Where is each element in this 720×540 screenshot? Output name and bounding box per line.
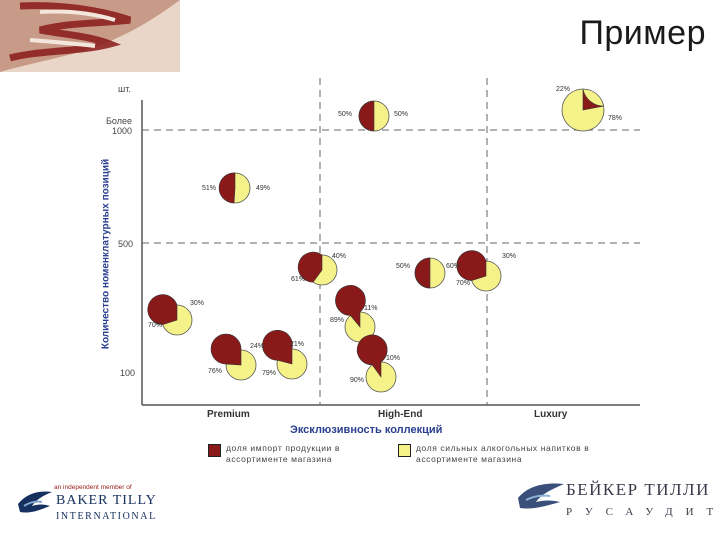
y-unit-label: шт.: [118, 84, 131, 94]
pie-label-19: 79%: [262, 370, 276, 377]
pie-3-slice: [297, 251, 323, 283]
legend-swatch-import: [208, 444, 221, 457]
pie-label-5: 49%: [256, 185, 270, 192]
x-category-luxury: Luxury: [534, 409, 568, 420]
pie-4-slice: [414, 257, 431, 289]
pie-label-3: 78%: [608, 115, 622, 122]
pie-0-slice: [358, 100, 375, 132]
logo-line2: INTERNATIONAL: [56, 511, 157, 522]
pie-9-slice: [262, 329, 293, 365]
bird-logo-icon-right: [518, 483, 564, 509]
corner-decoration: [0, 0, 180, 72]
pie-label-17: 76%: [208, 368, 222, 375]
legend-strong-alcohol: доля сильных алкогольных напитков в ассо…: [416, 443, 590, 464]
y-tick-more-line2: 1000: [112, 126, 132, 136]
y-tick-more-1000: Более 1000: [106, 116, 132, 136]
page-title: Пример: [579, 14, 706, 52]
pie-label-8: 50%: [396, 263, 410, 270]
pie-2-slice: [218, 172, 236, 204]
pie-label-0: 50%: [338, 111, 352, 118]
pie-label-1: 50%: [394, 111, 408, 118]
baker-tilly-rusaudit-logo: БЕЙКЕР ТИЛЛИ РУСАУДИТ: [516, 472, 716, 532]
y-tick-more-line1: Более: [106, 116, 132, 126]
pie-label-9: 60%: [446, 263, 460, 270]
x-axis-title: Эксклюзивность коллекций: [290, 424, 443, 436]
pie-label-6: 40%: [332, 253, 346, 260]
pie-label-4: 51%: [202, 185, 216, 192]
pie-5-slice: [456, 250, 487, 281]
baker-tilly-international-logo: an independent member of BAKER TILLY INT…: [16, 482, 156, 528]
pie-label-7: 61%: [291, 276, 305, 283]
y-axis-title: Количество номенклатурных позиций: [100, 158, 112, 350]
pie-label-15: 89%: [330, 317, 344, 324]
logo-right-line1: БЕЙКЕР ТИЛЛИ: [566, 480, 710, 499]
pie-label-10: 30%: [502, 253, 516, 260]
pie-label-11: 70%: [456, 280, 470, 287]
legend-import: доля импорт продукции в ассортименте маг…: [226, 443, 340, 464]
y-tick-100: 100: [120, 368, 135, 378]
y-tick-500: 500: [118, 239, 133, 249]
x-category-premium: Premium: [207, 409, 250, 420]
pie-label-13: 70%: [148, 322, 162, 329]
pie-label-2: 22%: [556, 86, 570, 93]
pie-label-18: 21%: [290, 341, 304, 348]
logo-line1: BAKER TILLY: [56, 493, 157, 508]
legend-swatch-strong-alcohol: [398, 444, 411, 457]
pie-label-16: 24%: [250, 343, 264, 350]
pie-label-14: 11%: [364, 305, 378, 312]
bird-logo-icon: [18, 491, 52, 513]
pie-label-21: 90%: [350, 377, 364, 384]
pie-6-slice: [147, 294, 178, 325]
logo-right-line2: РУСАУДИТ: [566, 506, 720, 518]
pie-1-slice: [582, 88, 604, 111]
pie-10-slice: [356, 334, 388, 378]
pie-markers: [147, 88, 605, 393]
pie-percent-labels: 50% 50% 22% 78% 51% 49% 40% 61% 50% 60% 30% 70% 30% 7…: [148, 86, 622, 384]
x-category-highend: High-End: [378, 409, 422, 420]
pie-label-20: 10%: [386, 355, 400, 362]
pie-7-slice: [335, 285, 366, 328]
pie-8-slice: [210, 333, 242, 366]
logo-tagline: an independent member of: [54, 484, 132, 491]
pie-label-12: 30%: [190, 300, 204, 307]
